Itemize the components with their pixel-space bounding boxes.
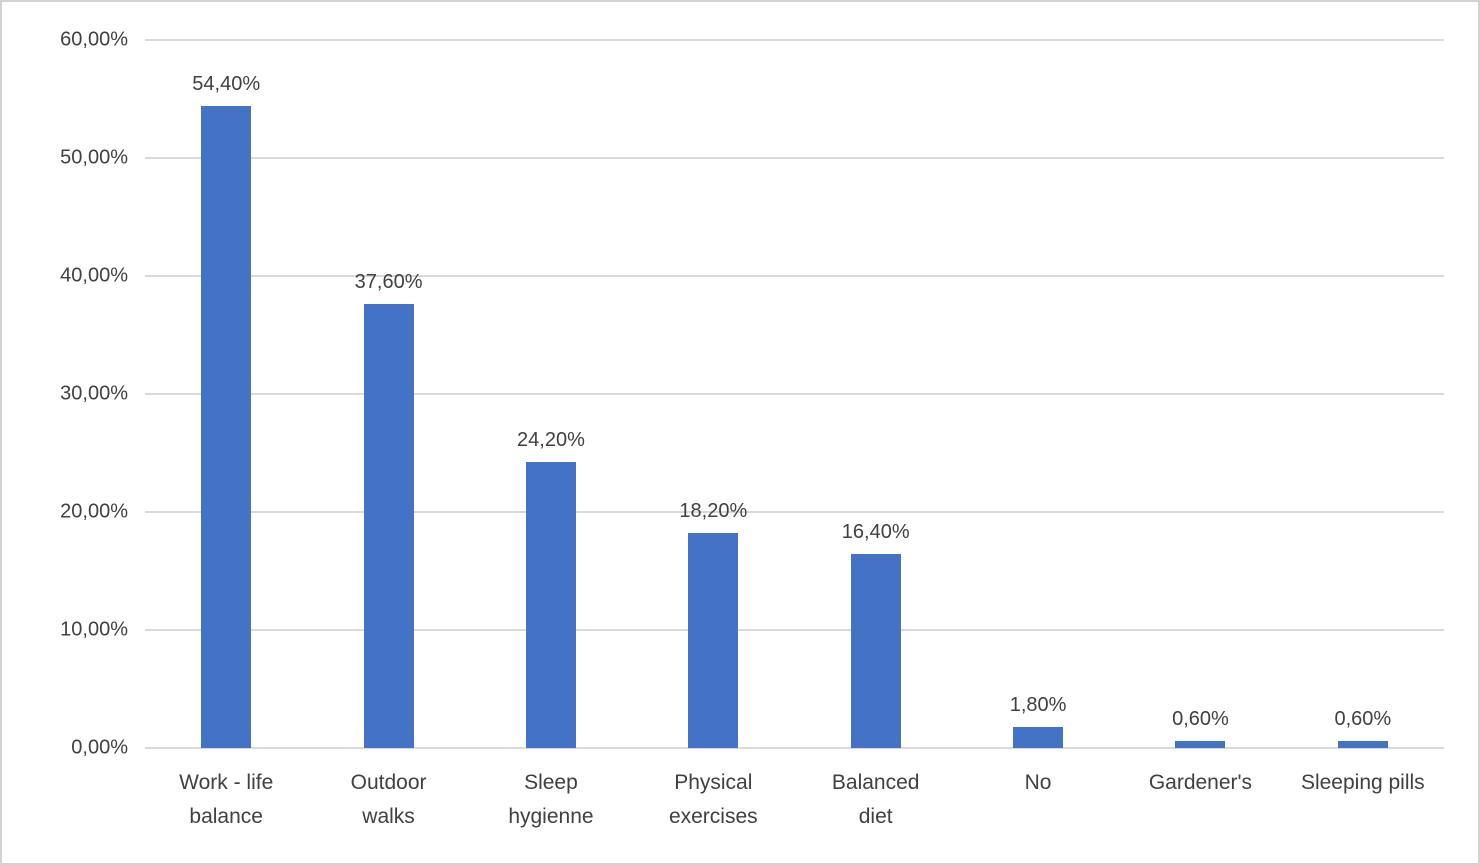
x-category-label-1: Outdoor walks bbox=[350, 771, 427, 828]
gridline-60 bbox=[145, 39, 1444, 41]
y-axis: 0,00% 10,00% 20,00% 30,00% 40,00% 50,00% 60,00… bbox=[2, 29, 128, 759]
x-category-label-4: Balanced diet bbox=[831, 771, 920, 828]
bar-0 bbox=[201, 106, 252, 748]
y-tick-label-30: 30,00% bbox=[60, 382, 128, 405]
x-category-label-6: Gardener's bbox=[1148, 771, 1253, 794]
y-tick-label-20: 20,00% bbox=[60, 500, 128, 523]
x-category-label-7: Sleeping pills bbox=[1300, 771, 1425, 794]
bar-value-label-7: 0,60% bbox=[1334, 707, 1392, 730]
bar-value-label-2: 24,20% bbox=[517, 429, 585, 452]
x-axis: Work - life balance Outdoor walks Sleep hy… bbox=[145, 766, 1444, 833]
bar-5 bbox=[1013, 726, 1064, 748]
x-category-label-5: No bbox=[1024, 771, 1052, 794]
plot-area: 54,40% 37,60% 24,20% 18,20% 16,40% 1,80% 0,60%… bbox=[145, 39, 1444, 749]
y-tick-label-40: 40,00% bbox=[60, 264, 128, 287]
bar-value-label-0: 54,40% bbox=[192, 73, 261, 96]
y-tick-label-0: 0,00% bbox=[71, 736, 128, 759]
bar-2 bbox=[525, 462, 576, 748]
bar-7 bbox=[1337, 740, 1388, 748]
y-tick-label-10: 10,00% bbox=[60, 618, 128, 641]
bar-4 bbox=[850, 554, 901, 748]
gridline-20 bbox=[145, 511, 1444, 513]
bar-value-label-3: 18,20% bbox=[679, 500, 748, 523]
bar-6 bbox=[1175, 740, 1226, 748]
bar-1 bbox=[363, 304, 414, 748]
bar-3 bbox=[688, 533, 739, 748]
gridline-10 bbox=[145, 629, 1444, 631]
gridline-0 bbox=[145, 747, 1444, 749]
x-category-label-0: Work - life balance bbox=[179, 771, 274, 828]
y-tick-label-60: 60,00% bbox=[60, 28, 128, 51]
bar-value-label-1: 37,60% bbox=[354, 271, 423, 294]
y-tick-label-50: 50,00% bbox=[60, 146, 128, 169]
x-category-label-3: Physical exercises bbox=[668, 771, 758, 828]
bar-value-label-6: 0,60% bbox=[1172, 707, 1229, 730]
x-category-label-2: Sleep hygienne bbox=[508, 771, 594, 828]
bar-value-label-5: 1,80% bbox=[1009, 693, 1067, 716]
gridline-40 bbox=[145, 275, 1444, 277]
gridline-30 bbox=[145, 393, 1444, 395]
bar-value-label-4: 16,40% bbox=[841, 521, 910, 544]
gridline-50 bbox=[145, 157, 1444, 159]
